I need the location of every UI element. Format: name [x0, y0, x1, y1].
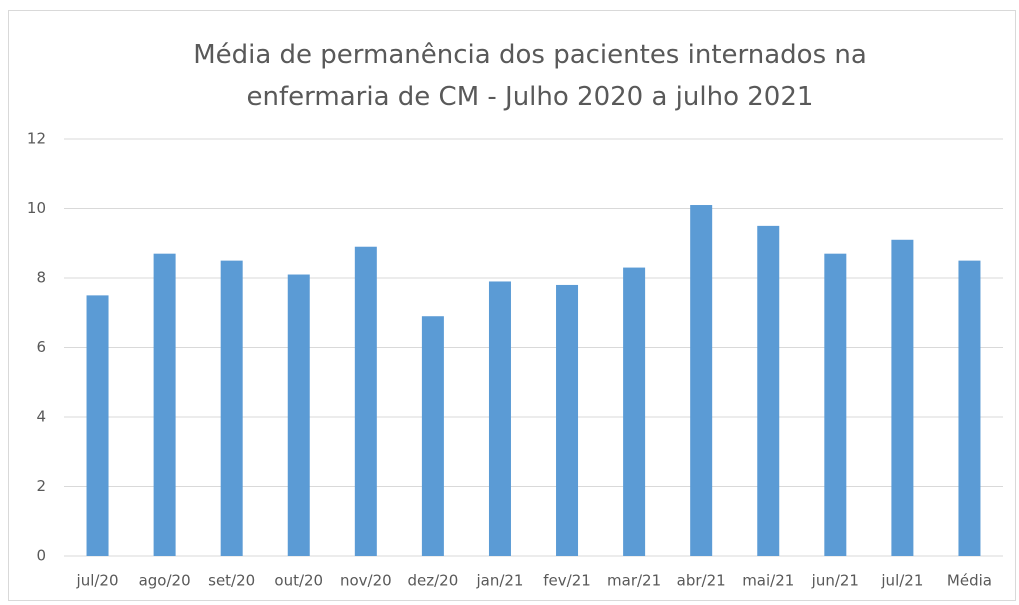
x-tick-label: mar/21: [607, 572, 661, 590]
x-tick-label: nov/20: [340, 572, 392, 590]
x-tick-label: jun/21: [811, 572, 859, 590]
x-tick-label: jul/21: [880, 572, 923, 590]
y-tick-label: 8: [36, 269, 46, 287]
x-tick-label: out/20: [274, 572, 323, 590]
y-tick-label: 2: [36, 477, 46, 495]
y-tick-label: 6: [36, 338, 46, 356]
bar: [958, 260, 981, 556]
x-tick-label: fev/21: [543, 572, 591, 590]
bar: [824, 253, 847, 557]
bar: [287, 274, 310, 556]
bar: [623, 267, 646, 556]
bar: [556, 284, 579, 556]
bar: [891, 239, 914, 556]
y-tick-label: 12: [27, 130, 46, 148]
chart-title: Média de permanência dos pacientes inter…: [193, 40, 867, 112]
bar: [220, 260, 243, 556]
bar: [86, 295, 109, 556]
chart-border: [8, 10, 1016, 601]
x-tick-label: abr/21: [677, 572, 726, 590]
x-tick-label: ago/20: [139, 572, 191, 590]
bar: [421, 316, 444, 556]
x-tick-label: jul/20: [76, 572, 119, 590]
bar: [488, 281, 511, 556]
y-tick-label: 10: [27, 199, 46, 217]
x-tick-label: dez/20: [408, 572, 459, 590]
bar: [690, 205, 713, 556]
x-tick-label: Média: [947, 572, 992, 590]
x-tick-label: set/20: [208, 572, 255, 590]
bar: [354, 246, 377, 556]
y-tick-label: 0: [36, 547, 46, 565]
x-tick-label: jan/21: [475, 572, 523, 590]
bar: [153, 253, 176, 557]
y-tick-label: 4: [36, 408, 46, 426]
x-tick-label: mai/21: [742, 572, 794, 590]
bar: [757, 225, 780, 556]
